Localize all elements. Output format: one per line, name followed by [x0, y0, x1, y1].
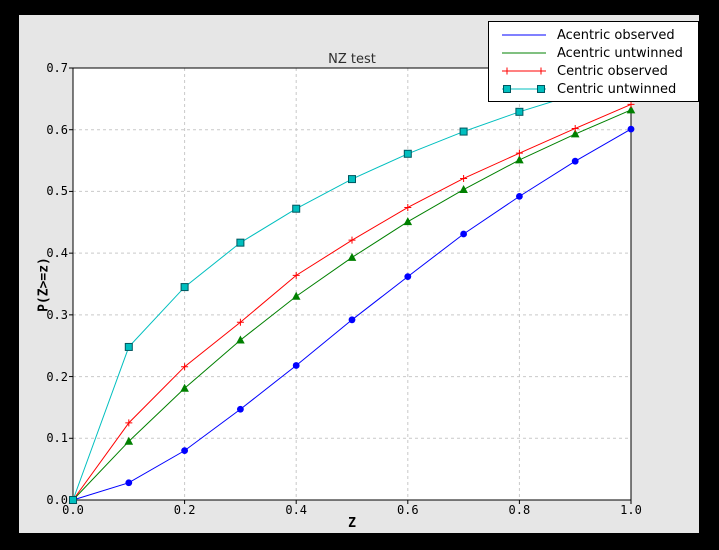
marker-plus	[236, 318, 244, 326]
legend-label: Centric untwinned	[557, 81, 677, 97]
legend-sample	[502, 67, 546, 75]
legend-item: Centric untwinned	[489, 80, 698, 98]
marker-plus	[125, 419, 133, 427]
x-tick-label: 1.0	[620, 503, 642, 517]
marker-circle	[404, 273, 412, 280]
marker-square	[537, 85, 545, 93]
marker-square	[459, 127, 468, 136]
marker-triangle-up	[236, 335, 245, 344]
y-tick-label: 0.7	[46, 61, 68, 75]
legend-sample	[502, 52, 546, 54]
marker-circle	[292, 362, 300, 369]
marker-circle	[125, 479, 133, 487]
marker-plus	[627, 100, 635, 108]
y-tick-label: 0.3	[46, 307, 68, 322]
legend-item: Acentric observed	[489, 26, 698, 44]
marker-triangle-up	[626, 105, 636, 114]
y-tick-label: 0.2	[46, 369, 68, 384]
marker-triangle-up	[403, 217, 413, 226]
marker-square	[236, 238, 245, 247]
marker-plus	[181, 363, 189, 371]
y-tick-label: 0.4	[46, 246, 68, 261]
marker-plus	[571, 124, 579, 132]
marker-triangle-up	[570, 129, 580, 138]
marker-triangle-up	[347, 252, 357, 261]
x-tick-label: 0.8	[508, 503, 531, 517]
x-tick-label: 0.2	[173, 503, 196, 517]
marker-triangle-up	[459, 184, 468, 193]
marker-square	[348, 175, 356, 184]
marker-plus	[348, 236, 356, 244]
legend-label: Acentric observed	[557, 27, 675, 43]
marker-circle	[516, 192, 523, 200]
marker-square	[503, 85, 511, 93]
marker-circle	[460, 230, 467, 238]
x-tick-label: 0.6	[396, 503, 419, 517]
marker-square	[515, 107, 524, 116]
marker-triangle-up	[124, 436, 134, 445]
marker-square	[292, 204, 301, 213]
y-tick-label: 0.5	[46, 184, 68, 199]
marker-circle	[348, 316, 356, 324]
marker-triangle-up	[180, 383, 189, 392]
y-tick-label: 0.6	[46, 122, 68, 137]
marker-circle	[181, 447, 188, 455]
marker-plus	[292, 271, 300, 279]
plot-area	[67, 62, 637, 506]
legend-label: Centric observed	[557, 63, 668, 79]
marker-plus	[515, 149, 523, 157]
marker-circle	[237, 405, 244, 413]
marker-square	[403, 149, 412, 158]
figure: NZ test Acentric observed Acentric untwin…	[19, 15, 699, 533]
marker-plus	[404, 203, 412, 211]
marker-plus	[503, 67, 511, 75]
x-axis-label: Z	[348, 516, 356, 531]
marker-square	[124, 342, 133, 351]
x-tick-label: 0.4	[285, 503, 308, 517]
marker-plus	[460, 174, 468, 182]
marker-triangle-up	[515, 155, 524, 164]
marker-square	[180, 283, 189, 292]
plot-svg	[68, 67, 636, 504]
legend-sample	[502, 34, 546, 36]
y-tick-label: 0.1	[46, 431, 68, 446]
marker-circle	[627, 125, 635, 133]
marker-plus	[537, 67, 545, 75]
legend-item: Centric observed	[489, 62, 698, 80]
legend-sample	[502, 85, 546, 93]
legend-item: Acentric untwinned	[489, 44, 698, 62]
marker-circle	[571, 157, 579, 165]
marker-square	[69, 496, 77, 504]
y-tick-label: 0.0	[46, 493, 68, 507]
x-tick-label: 0.0	[62, 503, 84, 517]
legend-label: Acentric untwinned	[557, 45, 683, 61]
marker-triangle-up	[291, 291, 301, 300]
legend: Acentric observed Acentric untwinned Centr…	[488, 21, 699, 102]
axes-spines	[72, 67, 632, 501]
chart-title: NZ test	[328, 52, 376, 67]
